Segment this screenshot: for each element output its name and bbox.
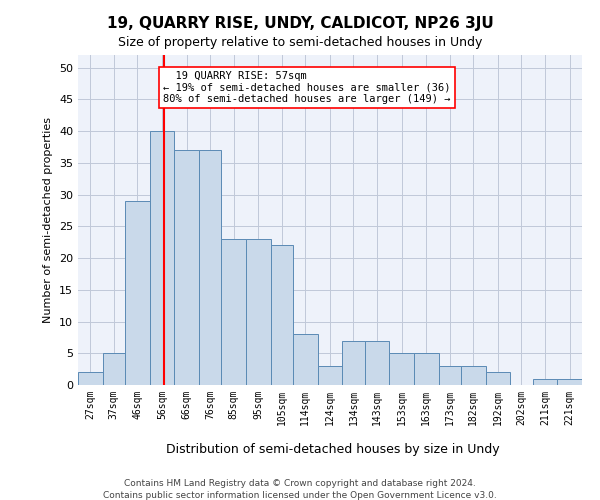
Bar [557, 378, 582, 385]
Bar [175, 150, 199, 385]
Y-axis label: Number of semi-detached properties: Number of semi-detached properties [43, 117, 53, 323]
Bar [293, 334, 317, 385]
Bar [343, 340, 365, 385]
Bar [78, 372, 103, 385]
Bar [246, 239, 271, 385]
Text: 19 QUARRY RISE: 57sqm
← 19% of semi-detached houses are smaller (36)
80% of semi: 19 QUARRY RISE: 57sqm ← 19% of semi-deta… [163, 71, 451, 104]
Text: Contains HM Land Registry data © Crown copyright and database right 2024.: Contains HM Land Registry data © Crown c… [124, 479, 476, 488]
Bar [365, 340, 389, 385]
Text: 19, QUARRY RISE, UNDY, CALDICOT, NP26 3JU: 19, QUARRY RISE, UNDY, CALDICOT, NP26 3J… [107, 16, 493, 31]
Text: Contains public sector information licensed under the Open Government Licence v3: Contains public sector information licen… [103, 491, 497, 500]
Bar [221, 239, 246, 385]
Bar [271, 246, 293, 385]
Bar [149, 131, 175, 385]
Text: Size of property relative to semi-detached houses in Undy: Size of property relative to semi-detach… [118, 36, 482, 49]
Bar [461, 366, 485, 385]
Bar [485, 372, 511, 385]
Bar [414, 354, 439, 385]
Text: Distribution of semi-detached houses by size in Undy: Distribution of semi-detached houses by … [166, 442, 500, 456]
Bar [199, 150, 221, 385]
Bar [533, 378, 557, 385]
Bar [317, 366, 343, 385]
Bar [125, 201, 149, 385]
Bar [103, 354, 125, 385]
Bar [389, 354, 414, 385]
Bar [439, 366, 461, 385]
